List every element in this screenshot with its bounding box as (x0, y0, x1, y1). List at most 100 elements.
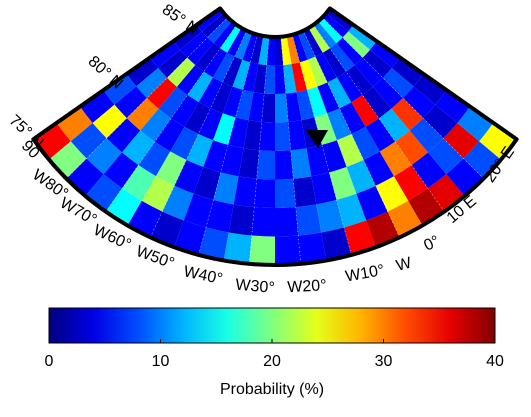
grid-cell (147, 77, 177, 109)
grid-cell (198, 108, 223, 141)
grid-cell (382, 68, 414, 98)
grid-cell (321, 140, 347, 173)
colorbar-tick-label: 30 (375, 353, 393, 370)
grid-cell (457, 106, 494, 142)
probability-grid (33, 8, 517, 265)
grid-cell (70, 122, 107, 159)
grid-cell (122, 130, 155, 165)
grid-cell (222, 86, 243, 118)
grid-cell (337, 71, 363, 103)
grid-cell (227, 28, 247, 57)
grid-cell (180, 31, 208, 58)
grid-cell (103, 152, 139, 189)
grid-cell (195, 43, 221, 72)
grid-cell (293, 176, 317, 208)
grid-cell (315, 52, 337, 83)
grid-cell (329, 166, 357, 200)
colorbar-tick-label: 40 (486, 353, 504, 370)
lon-label: W20° (287, 277, 327, 296)
grid-cell (126, 57, 159, 87)
grid-cell (80, 90, 115, 123)
lat-label: 85° N (159, 1, 202, 38)
grid-cell (291, 62, 308, 93)
grid-cell (171, 94, 199, 127)
grid-cell (343, 220, 376, 255)
grid-cell (391, 57, 424, 87)
grid-cell (232, 59, 251, 90)
grid-cell (275, 178, 296, 208)
grid-cell (198, 77, 223, 109)
colorbar: 0 10 20 30 40 Probability (%) (45, 307, 504, 398)
grid-cell (242, 32, 258, 63)
grid-cell (203, 140, 229, 173)
grid-cell (213, 113, 236, 145)
grid-cell (106, 118, 141, 153)
grid-cell (56, 106, 93, 142)
grid-cell (275, 150, 294, 180)
grid-cell (220, 24, 242, 53)
lon-label: W40° (182, 263, 224, 288)
grid-cell (336, 134, 364, 167)
grid-cell (378, 108, 410, 142)
grid-cell (158, 86, 188, 119)
grid-cell (174, 220, 207, 255)
grid-cell (275, 207, 299, 237)
grid-cell (318, 17, 343, 44)
grid-cell (413, 73, 447, 105)
grid-cell (286, 34, 300, 65)
grid-cell (303, 28, 323, 57)
grid-cell (253, 64, 267, 94)
station-marker (306, 130, 328, 148)
grid-cell (348, 24, 377, 50)
grid-cell (193, 166, 221, 200)
grid-cell (259, 121, 275, 152)
grid-cell (326, 8, 354, 32)
grid-cell (235, 89, 254, 121)
colorbar-scale (48, 307, 496, 344)
grid-cell (292, 32, 308, 63)
grid-cell (356, 185, 388, 221)
colorbar-tick-label: 0 (45, 353, 54, 370)
grid-cell (249, 235, 275, 265)
grid-cell (283, 64, 297, 94)
lon-label: W (394, 254, 414, 275)
grid-cell (290, 148, 312, 179)
grid-cell (140, 108, 172, 142)
grid-cell (250, 34, 264, 65)
frame-outline (31, 6, 519, 267)
grid-cell (346, 64, 374, 95)
grid-cell (342, 31, 370, 58)
grid-cell (369, 41, 400, 69)
grid-cell (213, 52, 235, 83)
grid-cell (183, 193, 214, 228)
grid-cell (242, 62, 259, 93)
grid-cell (313, 21, 337, 49)
grid-cell (210, 82, 233, 114)
grid-cell (92, 104, 127, 139)
grid-cell (411, 152, 447, 189)
grid-cell (351, 94, 379, 127)
lon-label: 0° (421, 233, 442, 255)
grid-cell (375, 176, 409, 212)
grid-cell (295, 204, 322, 236)
grid-cell (275, 235, 301, 265)
grid-cell (174, 159, 204, 194)
grid-cell (213, 21, 237, 49)
grid-cell (346, 159, 376, 194)
grid-cell (327, 108, 352, 141)
grid-cell (336, 37, 363, 65)
grid-cell (336, 193, 367, 228)
grid-cell (288, 120, 307, 151)
grid-cell (234, 30, 253, 60)
grid-cell (220, 144, 244, 177)
grid-cell (228, 204, 255, 236)
grid-cell (423, 104, 458, 139)
grid-cell (322, 48, 347, 78)
grid-cell (184, 102, 211, 135)
grid-cell (150, 41, 181, 69)
grid-cell (280, 35, 292, 66)
grid-cell (256, 150, 275, 180)
grid-cell (264, 65, 275, 94)
grid-cell (141, 176, 175, 212)
grid-cell (238, 148, 260, 179)
